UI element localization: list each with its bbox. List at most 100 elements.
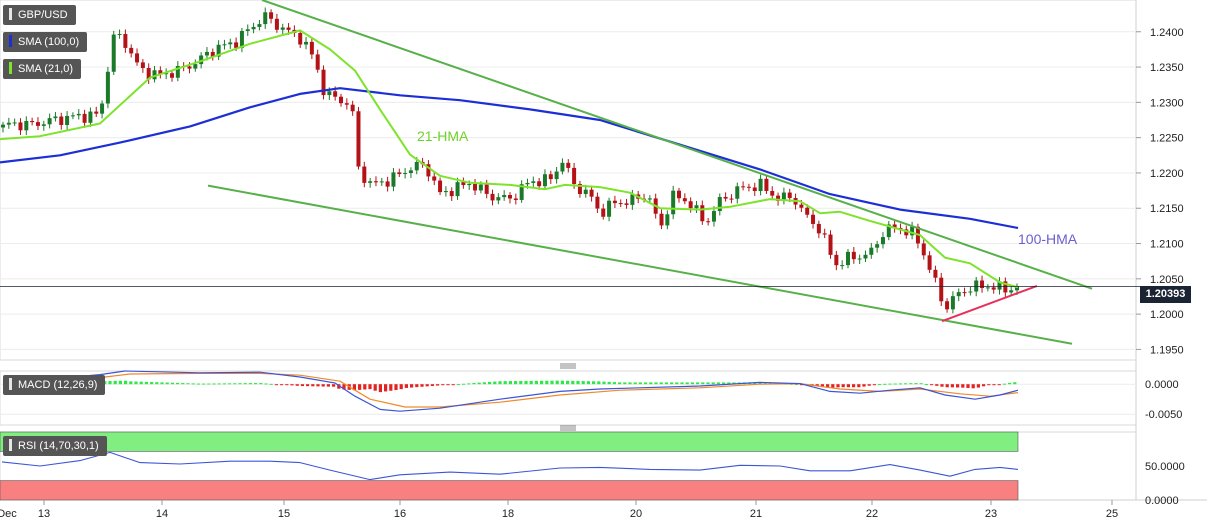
candle-body <box>356 111 361 167</box>
candle-body <box>583 189 588 195</box>
candle-body <box>677 190 681 199</box>
candle-body <box>956 292 961 297</box>
candle-body <box>851 251 856 260</box>
sma100-legend[interactable]: SMA (100,0) <box>3 32 88 52</box>
candle-body <box>601 208 606 217</box>
candle-body <box>816 223 821 234</box>
candle-body <box>746 186 751 188</box>
macd-histogram-bar <box>711 382 715 385</box>
time-tick-label: Dec <box>0 508 17 520</box>
macd-histogram-bar <box>514 381 518 385</box>
candle-body <box>682 198 687 202</box>
candle-body <box>706 221 711 223</box>
macd-legend[interactable]: MACD (12,26,9) <box>3 375 106 395</box>
candle-body <box>158 70 163 75</box>
macd-histogram-bar <box>878 384 882 386</box>
macd-label: MACD (12,26,9) <box>18 379 98 391</box>
macd-histogram-bar <box>144 381 148 385</box>
macd-histogram-bar <box>633 382 637 385</box>
macd-histogram-bar <box>280 384 284 386</box>
candle-body <box>694 205 699 209</box>
macd-histogram-bar <box>451 384 455 386</box>
macd-histogram-bar <box>436 384 440 386</box>
legend-swatch-macd <box>9 378 12 390</box>
macd-histogram-bar <box>800 384 804 386</box>
candle-body <box>391 172 396 187</box>
macd-histogram-bar <box>462 383 466 385</box>
macd-histogram-bar <box>430 384 434 386</box>
candle-body <box>531 181 536 183</box>
macd-histogram-bar <box>181 383 185 385</box>
macd-histogram-bar <box>909 383 913 385</box>
macd-histogram-bar <box>924 384 928 386</box>
candle-body <box>863 254 868 259</box>
candle-body <box>776 195 781 201</box>
legend-swatch-symbol <box>9 8 12 20</box>
time-tick-label: 25 <box>1106 508 1118 520</box>
macd-histogram-bar <box>389 384 393 391</box>
candle-body <box>70 115 75 117</box>
sma21-legend[interactable]: SMA (21,0) <box>3 59 82 79</box>
candle-body <box>222 44 227 46</box>
candle-body <box>630 194 635 205</box>
candle-body <box>811 214 816 224</box>
candle-body <box>129 47 134 54</box>
macd-histogram-bar <box>888 383 892 385</box>
macd-histogram-bar <box>550 380 554 385</box>
macd-histogram-bar <box>113 380 117 385</box>
macd-histogram-bar <box>664 382 668 385</box>
legend-swatch-sma100 <box>9 35 12 47</box>
candle-body <box>30 120 35 123</box>
macd-histogram-bar <box>914 383 918 385</box>
macd-histogram-bar <box>170 382 174 385</box>
macd-histogram-bar <box>716 382 720 385</box>
candle-body <box>170 73 174 78</box>
rsi-line <box>1 451 1019 481</box>
candle-body <box>123 34 128 48</box>
macd-tick-label: 0.0000 <box>1145 379 1179 391</box>
pane-splitter-2[interactable] <box>560 425 576 431</box>
candle-body <box>339 96 343 104</box>
candle-body <box>822 233 827 235</box>
candle-body <box>910 226 915 236</box>
macd-histogram-bar <box>945 384 949 388</box>
macd-histogram-bar <box>696 382 700 385</box>
candle-body <box>24 120 29 131</box>
macd-histogram-bar <box>566 380 570 385</box>
macd-histogram-bar <box>867 384 871 386</box>
candle-body <box>12 122 17 124</box>
candle-body <box>175 66 180 78</box>
legend-swatch-sma21 <box>9 62 12 74</box>
macd-histogram-bar <box>540 380 544 385</box>
time-tick-label: 16 <box>394 508 406 520</box>
candle-body <box>438 180 443 193</box>
macd-histogram-bar <box>758 382 762 385</box>
candle-body <box>566 162 571 168</box>
macd-histogram-bar <box>857 384 861 388</box>
candle-body <box>869 247 874 255</box>
macd-histogram-bar <box>399 384 403 390</box>
candle-body <box>752 187 757 192</box>
symbol-legend[interactable]: GBP/USD <box>3 5 76 25</box>
macd-histogram-bar <box>722 382 726 385</box>
candle-body <box>711 211 716 222</box>
candle-body <box>309 41 314 55</box>
macd-histogram-bar <box>618 382 622 385</box>
candle-body <box>199 55 204 65</box>
macd-histogram-bar <box>649 382 653 385</box>
macd-histogram-bar <box>956 384 960 388</box>
macd-histogram-bar <box>836 384 840 388</box>
rsi-legend[interactable]: RSI (14,70,30,1) <box>3 436 107 456</box>
candle-body <box>857 258 862 260</box>
macd-histogram-bar <box>675 382 679 385</box>
macd-histogram-bar <box>441 384 445 386</box>
time-tick-label: 18 <box>502 508 514 520</box>
candle-body <box>105 71 110 104</box>
candle-body <box>840 265 845 267</box>
candle-body <box>508 195 512 199</box>
candle-body <box>880 237 885 245</box>
rsi-overbought-zone <box>0 431 1019 452</box>
pane-splitter-1[interactable] <box>560 363 576 369</box>
macd-signal-line <box>4 372 1019 408</box>
